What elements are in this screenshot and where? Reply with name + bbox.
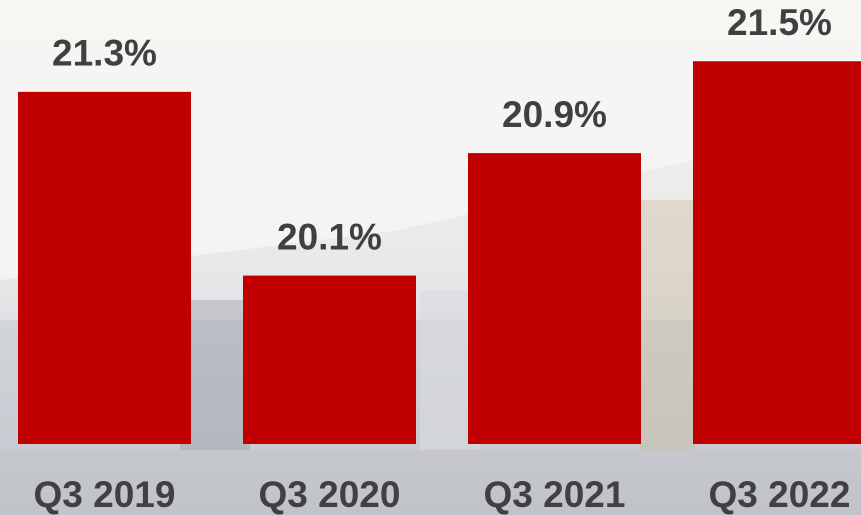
- x-tick-label: Q3 2020: [259, 474, 401, 515]
- bar: [18, 91, 191, 445]
- x-tick-label: Q3 2021: [484, 474, 626, 515]
- value-label: 20.1%: [277, 216, 382, 257]
- bar: [468, 153, 641, 444]
- value-label: 21.5%: [727, 2, 832, 43]
- bar: [243, 275, 416, 444]
- value-label: 21.3%: [52, 33, 157, 74]
- x-tick-label: Q3 2019: [34, 474, 176, 515]
- x-tick-label: Q3 2022: [709, 474, 851, 515]
- bar: [693, 61, 861, 444]
- value-label: 20.9%: [502, 94, 607, 135]
